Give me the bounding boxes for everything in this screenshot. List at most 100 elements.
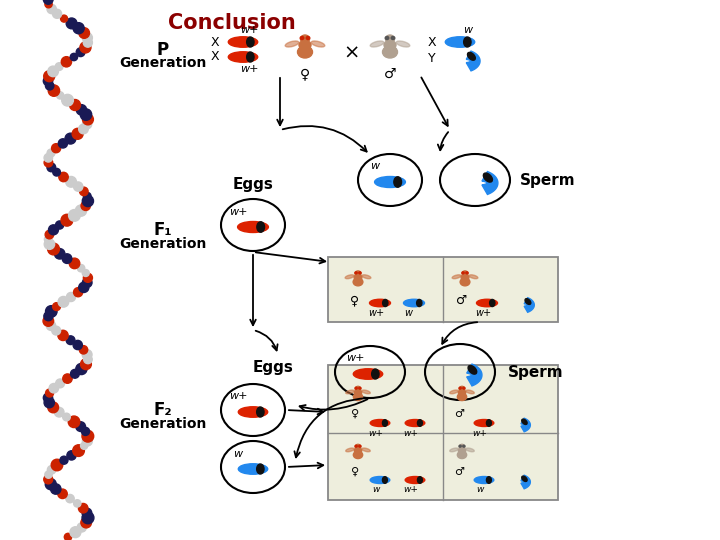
Circle shape — [44, 397, 55, 408]
Ellipse shape — [355, 444, 361, 449]
Circle shape — [55, 407, 64, 417]
Circle shape — [76, 205, 86, 216]
Ellipse shape — [463, 387, 465, 389]
Ellipse shape — [525, 299, 531, 305]
Text: ♀: ♀ — [351, 409, 359, 419]
Text: P: P — [157, 41, 169, 59]
Text: w+: w+ — [475, 308, 491, 318]
Text: w+: w+ — [404, 485, 418, 495]
Ellipse shape — [362, 390, 370, 394]
Circle shape — [45, 1, 52, 8]
Ellipse shape — [391, 37, 395, 39]
Ellipse shape — [458, 448, 466, 453]
Circle shape — [65, 133, 76, 144]
Circle shape — [53, 9, 62, 18]
Ellipse shape — [355, 272, 357, 274]
Circle shape — [48, 85, 60, 96]
Circle shape — [45, 82, 54, 90]
Ellipse shape — [346, 390, 354, 394]
Ellipse shape — [382, 46, 397, 58]
Ellipse shape — [238, 221, 269, 233]
Ellipse shape — [345, 275, 354, 279]
Text: w: w — [372, 485, 379, 495]
Circle shape — [82, 195, 94, 207]
Ellipse shape — [354, 390, 361, 395]
Ellipse shape — [450, 448, 458, 452]
Text: Generation: Generation — [120, 237, 207, 251]
Circle shape — [52, 144, 60, 153]
Circle shape — [63, 374, 72, 383]
Circle shape — [44, 158, 53, 167]
Ellipse shape — [459, 446, 462, 447]
Ellipse shape — [459, 387, 462, 389]
Ellipse shape — [285, 41, 299, 47]
Circle shape — [81, 201, 91, 211]
Ellipse shape — [466, 272, 468, 274]
Ellipse shape — [394, 177, 402, 187]
Ellipse shape — [355, 386, 361, 391]
Text: Eggs: Eggs — [233, 177, 274, 192]
Ellipse shape — [353, 278, 363, 286]
Ellipse shape — [362, 275, 371, 279]
Circle shape — [47, 4, 56, 14]
Circle shape — [51, 459, 63, 471]
Ellipse shape — [354, 451, 363, 458]
Ellipse shape — [461, 274, 469, 280]
Circle shape — [55, 63, 63, 70]
Circle shape — [45, 478, 56, 490]
Circle shape — [44, 239, 55, 249]
Circle shape — [49, 383, 58, 393]
Text: Sperm: Sperm — [520, 172, 575, 187]
FancyBboxPatch shape — [328, 257, 558, 322]
Ellipse shape — [396, 41, 410, 47]
Text: X: X — [428, 36, 436, 49]
Circle shape — [76, 105, 86, 115]
Text: Generation: Generation — [120, 56, 207, 70]
Circle shape — [61, 57, 71, 67]
Circle shape — [81, 427, 89, 435]
Ellipse shape — [300, 37, 304, 39]
Text: ♂: ♂ — [454, 467, 464, 477]
Ellipse shape — [385, 35, 395, 43]
Circle shape — [84, 355, 92, 363]
Circle shape — [82, 508, 91, 518]
Circle shape — [48, 225, 58, 235]
Circle shape — [48, 66, 58, 77]
Circle shape — [81, 359, 91, 369]
Circle shape — [78, 282, 89, 293]
Ellipse shape — [238, 407, 268, 417]
Ellipse shape — [306, 37, 310, 39]
Ellipse shape — [297, 46, 312, 58]
Ellipse shape — [354, 274, 362, 280]
Circle shape — [60, 15, 68, 22]
Ellipse shape — [374, 177, 405, 187]
Circle shape — [43, 316, 53, 326]
Circle shape — [44, 312, 53, 321]
Circle shape — [44, 475, 53, 484]
Text: X: X — [211, 51, 220, 64]
Ellipse shape — [370, 476, 390, 483]
Circle shape — [73, 340, 82, 349]
Ellipse shape — [474, 476, 494, 483]
Ellipse shape — [355, 387, 357, 389]
Circle shape — [67, 451, 76, 460]
Ellipse shape — [228, 52, 258, 62]
Text: Eggs: Eggs — [253, 360, 294, 375]
Ellipse shape — [459, 386, 465, 391]
Circle shape — [82, 278, 92, 287]
Circle shape — [83, 114, 94, 125]
Circle shape — [82, 430, 94, 442]
Ellipse shape — [418, 420, 423, 426]
Circle shape — [63, 413, 71, 421]
Circle shape — [64, 534, 72, 540]
Circle shape — [73, 23, 84, 34]
Circle shape — [82, 512, 94, 524]
Circle shape — [59, 172, 68, 182]
Ellipse shape — [460, 278, 470, 286]
Text: X: X — [211, 36, 220, 49]
Circle shape — [45, 306, 57, 317]
Ellipse shape — [464, 37, 471, 47]
Circle shape — [73, 445, 84, 456]
Circle shape — [43, 76, 53, 86]
Polygon shape — [524, 298, 534, 312]
